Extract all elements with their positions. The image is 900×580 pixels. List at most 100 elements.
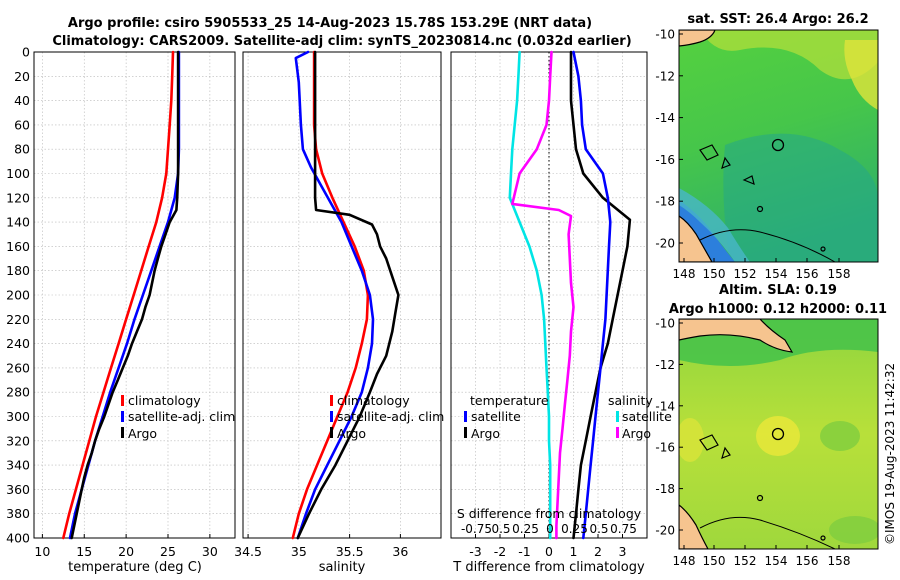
legend-swatch-sal-satellite (616, 411, 619, 422)
longitude-tick-label: 152 (734, 267, 757, 281)
x-tick-label: 30 (202, 544, 218, 559)
depth-tick-label: 20 (14, 69, 30, 84)
longitude-tick-label: 148 (673, 267, 696, 281)
s-tick-label: 0 (546, 522, 554, 536)
figure-title-line2: Climatology: CARS2009. Satellite-adj cli… (52, 34, 631, 49)
sst-map-frame (678, 29, 879, 263)
sla-longitude-tick-labels: 148 150 152 154 156 158 (673, 545, 850, 568)
sla-land-australia (679, 504, 709, 549)
depth-tick-label: 140 (6, 215, 30, 230)
x-tick-label: -2 (494, 544, 506, 559)
difference-panel: -3 -2 -1 0 1 2 3 -0.75 0.5 0.25 0 0.25 0.5 0.75 S di… (450, 50, 672, 575)
sst-warm-patch-east (844, 40, 878, 110)
longitude-tick-label: 154 (765, 554, 788, 568)
longitude-tick-label: 156 (796, 554, 819, 568)
latitude-tick-label: -12 (655, 358, 675, 372)
salinity-axis-label: salinity (319, 560, 366, 575)
sst-coast-outline (699, 229, 836, 262)
series-line-temperature-argo (569, 50, 632, 540)
salinity-grid (243, 52, 441, 538)
sst-small-island (820, 246, 826, 252)
legend-swatch-temp-argo (464, 427, 467, 438)
legend-swatch-climatology (121, 395, 124, 406)
legend-heading-temperature: temperature (470, 393, 549, 408)
figure-title-line1: Argo profile: csiro 5905533_25 14-Aug-20… (68, 16, 592, 31)
depth-tick-label: 220 (6, 312, 30, 327)
depth-tick-label: 60 (14, 117, 30, 132)
longitude-tick-label: 150 (703, 267, 726, 281)
legend-swatch-satellite (330, 411, 333, 422)
longitude-tick-label: 156 (796, 267, 819, 281)
sst-land-png (679, 30, 716, 47)
series-line-climatology (61, 50, 175, 540)
sla-latitude-tick-labels: -10 -12 -14 -16 -18 -20 (655, 317, 683, 538)
x-tick-label: 25 (160, 544, 176, 559)
salinity-lines (291, 50, 400, 540)
depth-tick-label: 40 (14, 93, 30, 108)
x-tick-label: 15 (76, 544, 92, 559)
depth-tick-label: 80 (14, 142, 30, 157)
series-line-satellite-adj-clim (294, 50, 375, 540)
latitude-tick-label: -10 (655, 317, 675, 331)
longitude-tick-label: 152 (734, 554, 757, 568)
depth-tick-label: 0 (22, 45, 30, 60)
longitude-tick-label: 154 (765, 267, 788, 281)
latitude-tick-label: -14 (655, 399, 675, 413)
depth-tick-label: 320 (6, 433, 30, 448)
latitude-tick-label: -20 (655, 524, 675, 538)
difference-legend-salinity: salinity satellite Argo (608, 393, 672, 441)
depth-tick-label: 340 (6, 458, 30, 473)
sla-coastline-reef (699, 434, 731, 459)
legend-swatch-temp-satellite (464, 411, 467, 422)
latitude-tick-label: -12 (655, 69, 675, 83)
imos-credit: ©IMOS 19-Aug-2023 11:42:32 (883, 363, 897, 545)
sst-small-island (756, 205, 764, 213)
x-tick-label: 0 (545, 544, 553, 559)
x-tick-label: 35 (291, 544, 307, 559)
latitude-tick-label: -20 (655, 237, 675, 251)
legend-label-sal-argo: Argo (622, 426, 651, 441)
sst-map: sat. SST: 26.4 Argo: 26.2 148 150 152 154 15… (655, 12, 879, 281)
temperature-panel: 0 20 40 60 80 100 120 140 160 180 200 220 240 260 280 3… (6, 45, 236, 575)
x-tick-label: 1 (570, 544, 578, 559)
sla-map-title-line1: Altim. SLA: 0.19 (719, 283, 837, 298)
temperature-axes-frame (33, 51, 236, 539)
x-tick-label: 35.5 (336, 544, 364, 559)
salinity-tick-labels: 34.5 35 35.5 36 (234, 544, 408, 559)
latitude-tick-label: -10 (655, 28, 675, 42)
legend-label-climatology: climatology (337, 393, 410, 408)
s-difference-axis-label: S difference from climatology (457, 506, 642, 521)
t-difference-axis-label: T difference from climatology (452, 560, 645, 575)
legend-label-argo: Argo (128, 426, 157, 441)
salinity-axes-frame (242, 51, 442, 539)
depth-tick-label: 380 (6, 506, 30, 521)
difference-legend-temperature: temperature satellite Argo (464, 393, 549, 441)
s-tick-label: -0.75 (461, 522, 492, 536)
s-tick-label: 0.25 (561, 522, 588, 536)
sst-cool-patch (723, 133, 878, 262)
longitude-tick-label: 148 (673, 554, 696, 568)
x-tick-label: 34.5 (234, 544, 262, 559)
legend-label-temp-satellite: satellite (471, 409, 521, 424)
legend-swatch-sal-argo (616, 427, 619, 438)
x-tick-label: 10 (34, 544, 50, 559)
depth-tick-label: 160 (6, 239, 30, 254)
depth-tick-label: 100 (6, 166, 30, 181)
depth-tick-label: 180 (6, 263, 30, 278)
sla-coast-outline (699, 516, 836, 549)
legend-label-sal-satellite: satellite (622, 409, 672, 424)
x-tick-label: 20 (118, 544, 134, 559)
series-line-temperature-satellite (508, 50, 552, 540)
x-tick-label: -1 (518, 544, 530, 559)
depth-tick-label: 280 (6, 385, 30, 400)
temperature-legend: climatology satellite-adj. clim Argo (121, 393, 235, 441)
series-line-salinity-argo (510, 50, 575, 540)
legend-label-temp-argo: Argo (471, 426, 500, 441)
legend-label-argo: Argo (337, 426, 366, 441)
depth-tick-labels: 0 20 40 60 80 100 120 140 160 180 200 220 240 260 280 3… (6, 45, 30, 546)
sst-latitude-tick-labels: -10 -12 -14 -16 -18 -20 (655, 28, 683, 251)
s-difference-tick-labels: -0.75 0.5 0.25 0 0.25 0.5 0.75 (461, 522, 637, 536)
x-tick-label: 3 (619, 544, 627, 559)
longitude-tick-label: 158 (828, 267, 851, 281)
